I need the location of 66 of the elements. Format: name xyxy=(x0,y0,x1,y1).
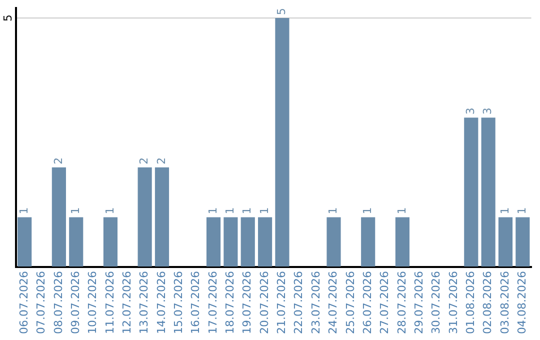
x-tick-label: 16.07.2026 xyxy=(189,271,202,334)
x-tick-label: 17.07.2026 xyxy=(206,271,220,334)
data-label: 1 xyxy=(103,207,116,214)
bar xyxy=(395,217,410,267)
x-tick-label: 12.07.2026 xyxy=(120,271,134,334)
x-tick-label: 08.07.2026 xyxy=(52,271,65,334)
data-label: 3 xyxy=(481,108,494,115)
bar xyxy=(154,167,170,267)
x-tick-label: 28.07.2026 xyxy=(395,271,408,334)
bar xyxy=(69,217,84,267)
x-tick-label: 01.08.2026 xyxy=(464,271,477,334)
data-label: 1 xyxy=(17,207,30,214)
x-tick-label: 29.07.2026 xyxy=(412,271,426,334)
x-tick-label: 26.07.2026 xyxy=(360,271,374,334)
data-label: 2 xyxy=(138,157,151,164)
data-label: 1 xyxy=(68,207,82,214)
bar xyxy=(18,217,32,267)
data-label: 2 xyxy=(52,157,65,164)
x-tick-label: 23.07.2026 xyxy=(309,271,322,334)
bar xyxy=(326,217,341,267)
bar xyxy=(138,167,152,267)
bar xyxy=(498,217,513,267)
bar xyxy=(464,118,478,267)
x-tick-label: 11.07.2026 xyxy=(103,271,116,334)
x-tick-label: 18.07.2026 xyxy=(224,271,237,334)
data-label: 1 xyxy=(395,207,408,214)
bar xyxy=(206,217,221,267)
x-tick-label: 14.07.2026 xyxy=(154,271,168,334)
x-tick-label: 25.07.2026 xyxy=(344,271,357,334)
data-label: 1 xyxy=(258,207,271,214)
data-label: 1 xyxy=(498,207,512,214)
bar xyxy=(516,217,530,267)
data-label: 1 xyxy=(206,207,220,214)
x-tick-label: 20.07.2026 xyxy=(258,271,271,334)
data-label: 1 xyxy=(360,207,374,214)
bar xyxy=(275,18,290,267)
x-tick-label: 24.07.2026 xyxy=(326,271,340,334)
data-label: 5 xyxy=(275,8,288,15)
x-tick-label: 27.07.2026 xyxy=(378,271,392,334)
x-tick-label: 22.07.2026 xyxy=(292,271,306,334)
bar xyxy=(240,217,255,267)
x-tick-label: 15.07.2026 xyxy=(172,271,186,334)
x-tick-label: 19.07.2026 xyxy=(240,271,254,334)
bar xyxy=(103,217,118,267)
data-label: 1 xyxy=(224,207,237,214)
x-tick-label: 13.07.2026 xyxy=(138,271,151,334)
x-tick-label: 07.07.2026 xyxy=(34,271,48,334)
x-tick-label: 09.07.2026 xyxy=(68,271,82,334)
x-tick-label: 02.08.2026 xyxy=(481,271,494,334)
x-tick-label: 03.08.2026 xyxy=(498,271,512,334)
bar xyxy=(52,167,66,267)
x-tick-label: 04.08.2026 xyxy=(516,271,529,334)
x-tick-label: 21.07.2026 xyxy=(275,271,288,334)
bar xyxy=(481,118,496,267)
x-tick-label: 30.07.2026 xyxy=(430,271,443,334)
x-tick-label: 06.07.2026 xyxy=(17,271,30,334)
data-label: 2 xyxy=(154,157,168,164)
data-label: 1 xyxy=(516,207,529,214)
bar xyxy=(361,217,376,267)
bar xyxy=(258,217,272,267)
data-label: 1 xyxy=(326,207,340,214)
x-tick-label: 10.07.2026 xyxy=(86,271,100,334)
data-label: 3 xyxy=(464,108,477,115)
data-label: 1 xyxy=(240,207,254,214)
x-tick-label: 31.07.2026 xyxy=(446,271,460,334)
bar xyxy=(224,217,238,267)
